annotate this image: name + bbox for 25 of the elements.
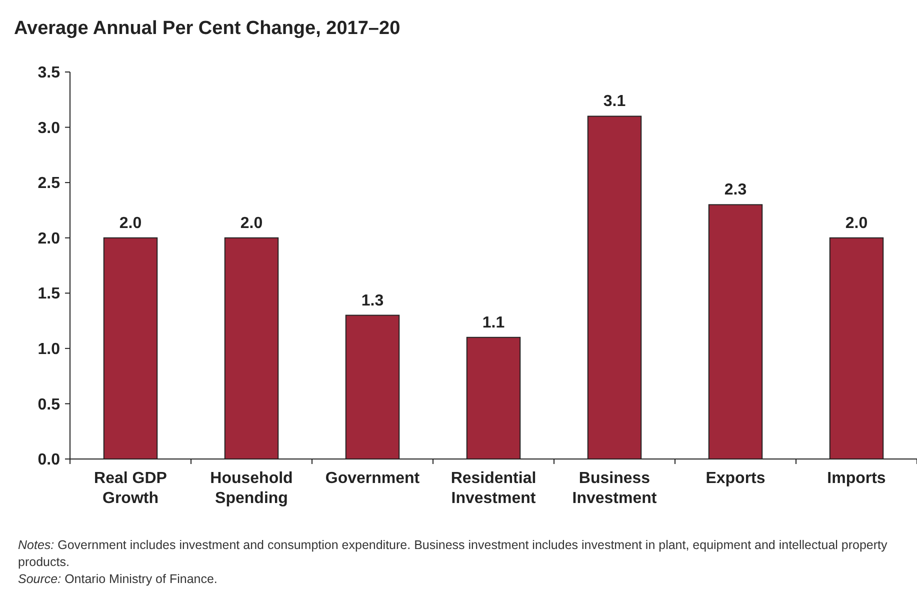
y-tick-label: 0.5 — [38, 396, 60, 414]
y-tick-label: 2.0 — [38, 230, 60, 248]
x-tick-label: Government — [325, 470, 420, 487]
x-tick-label: Real GDP Growth — [94, 470, 168, 507]
data-label: 2.0 — [240, 214, 263, 232]
text: Notes: Government includes investment and consumption expenditure. Business investment includes investment in plant, equipment and intellectual property products. — [18, 538, 888, 569]
y-tick-label: 1.0 — [38, 341, 60, 358]
data-label: 3.1 — [603, 93, 626, 110]
x-tick-label: Imports — [827, 470, 886, 487]
x-tick-label: Residential Investment — [450, 470, 536, 507]
y-tick-label: 1.5 — [38, 286, 60, 303]
chart-title: Average Annual Per Cent Change, 2017–20 — [14, 18, 400, 39]
x-tick-label: Household Spending — [210, 470, 293, 507]
x-tick-label: Exports — [706, 470, 766, 487]
y-tick-label: 0.0 — [38, 452, 60, 469]
data-label: 1.1 — [482, 314, 505, 332]
y-tick-label: 3.0 — [38, 120, 60, 137]
y-tick-label: 3.5 — [38, 64, 60, 82]
data-label: 1.3 — [361, 292, 384, 310]
data-label: 2.0 — [119, 214, 142, 232]
data-label: 2.0 — [845, 214, 868, 232]
source-note: Source: Ontario Ministry of Finance. — [18, 572, 218, 586]
x-tick-label: Business Investment — [572, 470, 658, 507]
data-label: 2.3 — [724, 182, 747, 199]
y-tick-label: 2.5 — [38, 175, 60, 192]
